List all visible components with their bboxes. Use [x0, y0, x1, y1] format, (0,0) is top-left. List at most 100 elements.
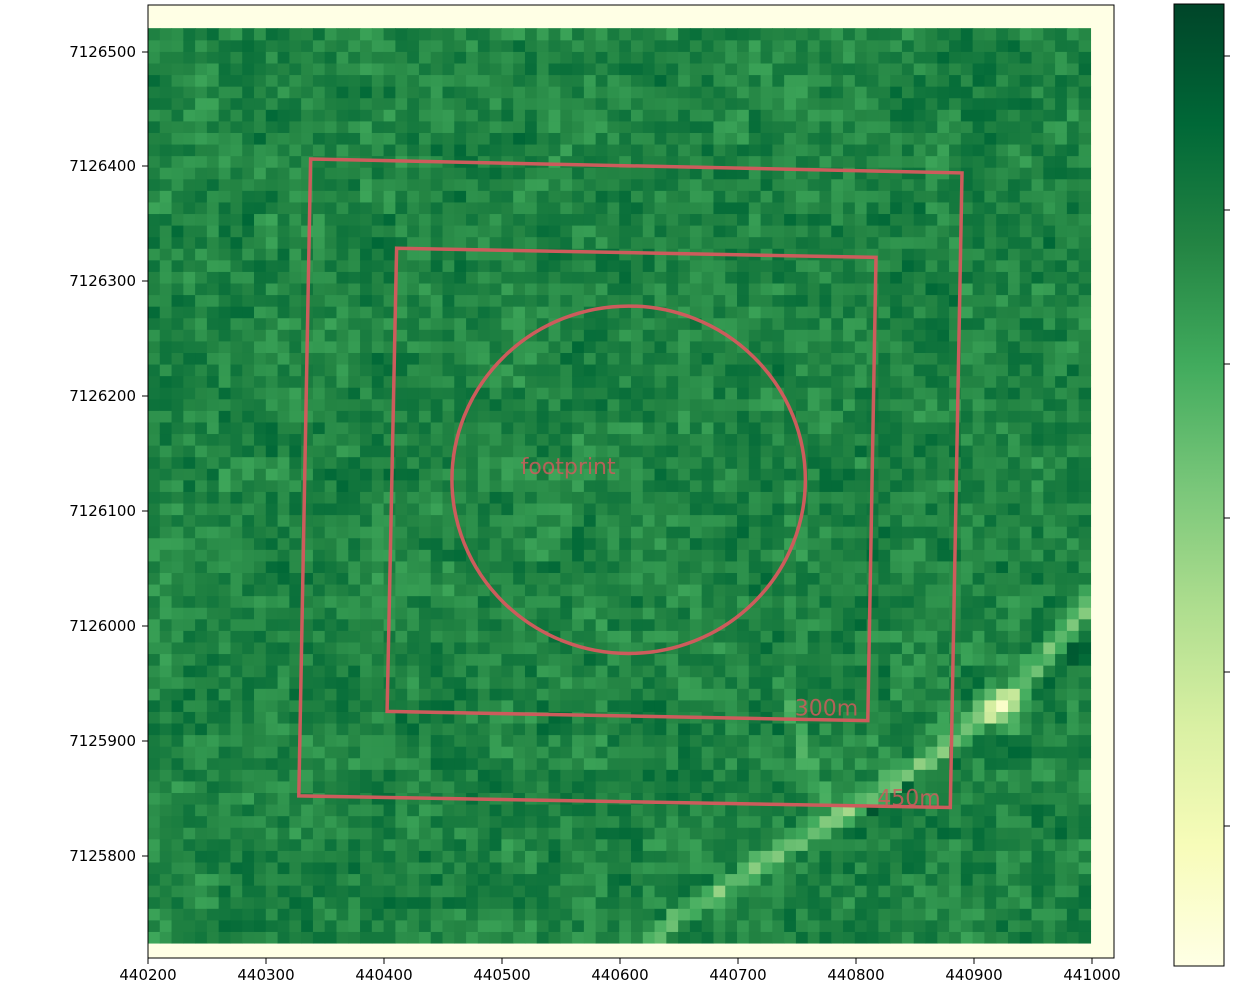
raster-cell: [807, 792, 821, 805]
raster-cell: [866, 919, 879, 932]
raster-cell: [795, 306, 809, 319]
raster-cell: [524, 595, 538, 608]
raster-cell: [265, 86, 279, 99]
raster-cell: [866, 780, 879, 794]
raster-cell: [148, 28, 161, 41]
raster-cell: [666, 155, 679, 168]
raster-cell: [513, 630, 526, 643]
raster-cell: [324, 572, 338, 585]
raster-cell: [631, 514, 644, 527]
raster-cell: [242, 676, 255, 689]
raster-cell: [395, 375, 408, 388]
raster-cell: [348, 445, 361, 458]
raster-cell: [878, 919, 891, 932]
raster-cell: [171, 885, 184, 898]
raster-cell: [395, 526, 408, 539]
raster-cell: [277, 931, 290, 944]
raster-cell: [572, 653, 585, 666]
raster-cell: [360, 132, 373, 145]
raster-cell: [642, 294, 656, 307]
raster-cell: [265, 456, 279, 469]
raster-cell: [324, 861, 338, 875]
raster-cell: [737, 931, 750, 944]
raster-cell: [854, 931, 868, 944]
raster-cell: [843, 433, 856, 446]
raster-cell: [289, 676, 302, 689]
raster-cell: [407, 908, 420, 921]
raster-cell: [477, 838, 491, 851]
raster-cell: [312, 375, 326, 388]
raster-cell: [183, 850, 196, 863]
raster-cell: [772, 827, 785, 840]
raster-cell: [489, 340, 503, 353]
raster-cell: [418, 352, 432, 365]
raster-cell: [218, 583, 232, 597]
raster-cell: [360, 433, 373, 446]
raster-cell: [407, 537, 420, 550]
raster-cell: [772, 757, 785, 770]
raster-cell: [689, 236, 703, 249]
raster-cell: [148, 132, 161, 145]
raster-cell: [737, 618, 750, 631]
raster-cell: [689, 873, 703, 886]
raster-cell: [524, 468, 538, 481]
raster-cell: [183, 236, 196, 249]
raster-cell: [218, 560, 232, 573]
raster-cell: [430, 421, 444, 435]
raster-cell: [560, 769, 573, 782]
raster-cell: [831, 398, 844, 411]
raster-cell: [477, 595, 491, 608]
raster-cell: [430, 653, 444, 666]
raster-cell: [477, 225, 491, 238]
raster-cell: [748, 618, 762, 631]
raster-cell: [230, 908, 243, 921]
raster-cell: [819, 190, 832, 203]
raster-cell: [501, 445, 514, 458]
raster-cell: [890, 908, 903, 921]
raster-cell: [230, 792, 243, 805]
raster-cell: [195, 363, 208, 377]
raster-cell: [301, 896, 314, 909]
raster-cell: [819, 641, 832, 655]
raster-cell: [631, 526, 644, 539]
raster-cell: [466, 630, 479, 643]
raster-cell: [784, 583, 797, 597]
raster-cell: [183, 792, 196, 805]
raster-cell: [148, 792, 161, 805]
raster-cell: [572, 815, 585, 828]
raster-cell: [760, 838, 773, 851]
raster-cell: [689, 665, 703, 678]
raster-cell: [348, 456, 361, 469]
raster-cell: [407, 340, 420, 353]
raster-cell: [206, 363, 220, 377]
raster-cell: [748, 931, 762, 944]
raster-cell: [737, 387, 750, 400]
raster-cell: [324, 665, 338, 678]
raster-cell: [878, 213, 891, 226]
raster-cell: [218, 861, 232, 875]
raster-cell: [560, 595, 573, 608]
raster-cell: [348, 769, 361, 782]
raster-cell: [819, 792, 832, 805]
raster-cell: [371, 86, 385, 99]
raster-cell: [513, 225, 526, 238]
raster-cell: [407, 410, 420, 423]
raster-cell: [524, 433, 538, 446]
raster-cell: [583, 873, 597, 886]
raster-cell: [572, 699, 585, 712]
raster-cell: [195, 560, 208, 573]
raster-cell: [171, 62, 184, 76]
raster-cell: [195, 398, 208, 411]
raster-cell: [831, 317, 844, 330]
raster-cell: [312, 468, 326, 481]
raster-cell: [242, 919, 255, 932]
raster-cell: [383, 294, 396, 307]
raster-cell: [890, 885, 903, 898]
raster-cell: [501, 526, 514, 539]
raster-cell: [360, 39, 373, 52]
raster-cell: [312, 896, 326, 909]
raster-cell: [360, 641, 373, 655]
raster-cell: [725, 282, 738, 296]
raster-cell: [619, 410, 632, 423]
raster-cell: [748, 641, 762, 655]
